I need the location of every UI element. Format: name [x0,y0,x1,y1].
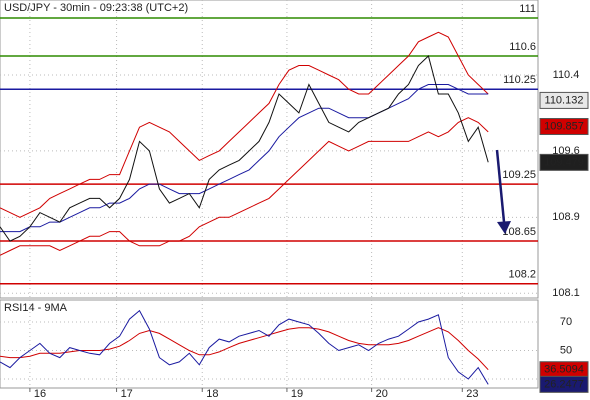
level-label: 108.65 [502,226,536,238]
y-tick-label: 50 [560,344,572,356]
y-tick-label: 108.1 [552,287,580,299]
level-label: 109.25 [502,169,536,181]
x-tick-label: 20 [376,388,388,400]
price-marker [539,375,589,393]
x-tick-label: 16 [34,388,46,400]
series-line [0,117,489,256]
price-marker-label: 109.857 [544,120,584,132]
y-tick-label: 110.4 [553,69,580,81]
y-tick-label: 70 [560,316,572,328]
level-label: 111 [519,3,536,15]
rsi-panel [0,299,539,389]
price-marker [539,153,589,171]
series-line [0,309,489,385]
arrow-head [497,221,511,234]
price-marker-label: 26.2477 [544,378,584,390]
chart-title: USD/JPY - 30min - 09:23:38 (UTC+2) [4,2,188,14]
series-line [0,55,489,242]
x-tick-label: 18 [206,388,218,400]
x-tick-label: 17 [121,388,133,400]
x-tick-label: 23 [466,388,478,400]
level-label: 110.6 [509,41,536,53]
series-line [0,84,489,233]
y-tick-label: 109.6 [552,145,580,157]
rsi-title: RSI14 - 9MA [4,302,68,314]
x-tick-label: 19 [291,388,303,400]
level-label: 110.25 [503,74,536,86]
trend-arrow [495,149,506,223]
price-marker-label: 109.479 [544,156,584,168]
price-panel [0,0,539,299]
price-marker [539,91,589,109]
series-line [0,31,489,218]
price-marker-label: 110.132 [545,94,584,106]
y-tick-label: 108.9 [552,211,580,223]
price-marker-label: 36.5094 [544,364,584,376]
price-marker [539,118,589,136]
level-label: 108.2 [508,269,536,281]
